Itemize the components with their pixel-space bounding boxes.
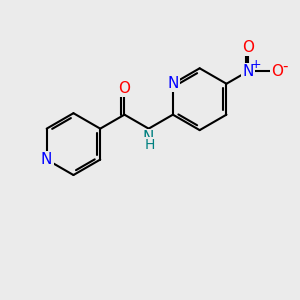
Text: O: O xyxy=(242,40,254,55)
Text: -: - xyxy=(282,58,288,74)
Text: N: N xyxy=(242,64,254,79)
Text: O: O xyxy=(118,81,130,96)
Text: N: N xyxy=(167,76,178,91)
Text: N: N xyxy=(143,130,154,145)
Text: +: + xyxy=(251,58,262,71)
Text: N: N xyxy=(41,152,52,167)
Text: H: H xyxy=(145,138,155,152)
Text: O: O xyxy=(271,64,283,79)
